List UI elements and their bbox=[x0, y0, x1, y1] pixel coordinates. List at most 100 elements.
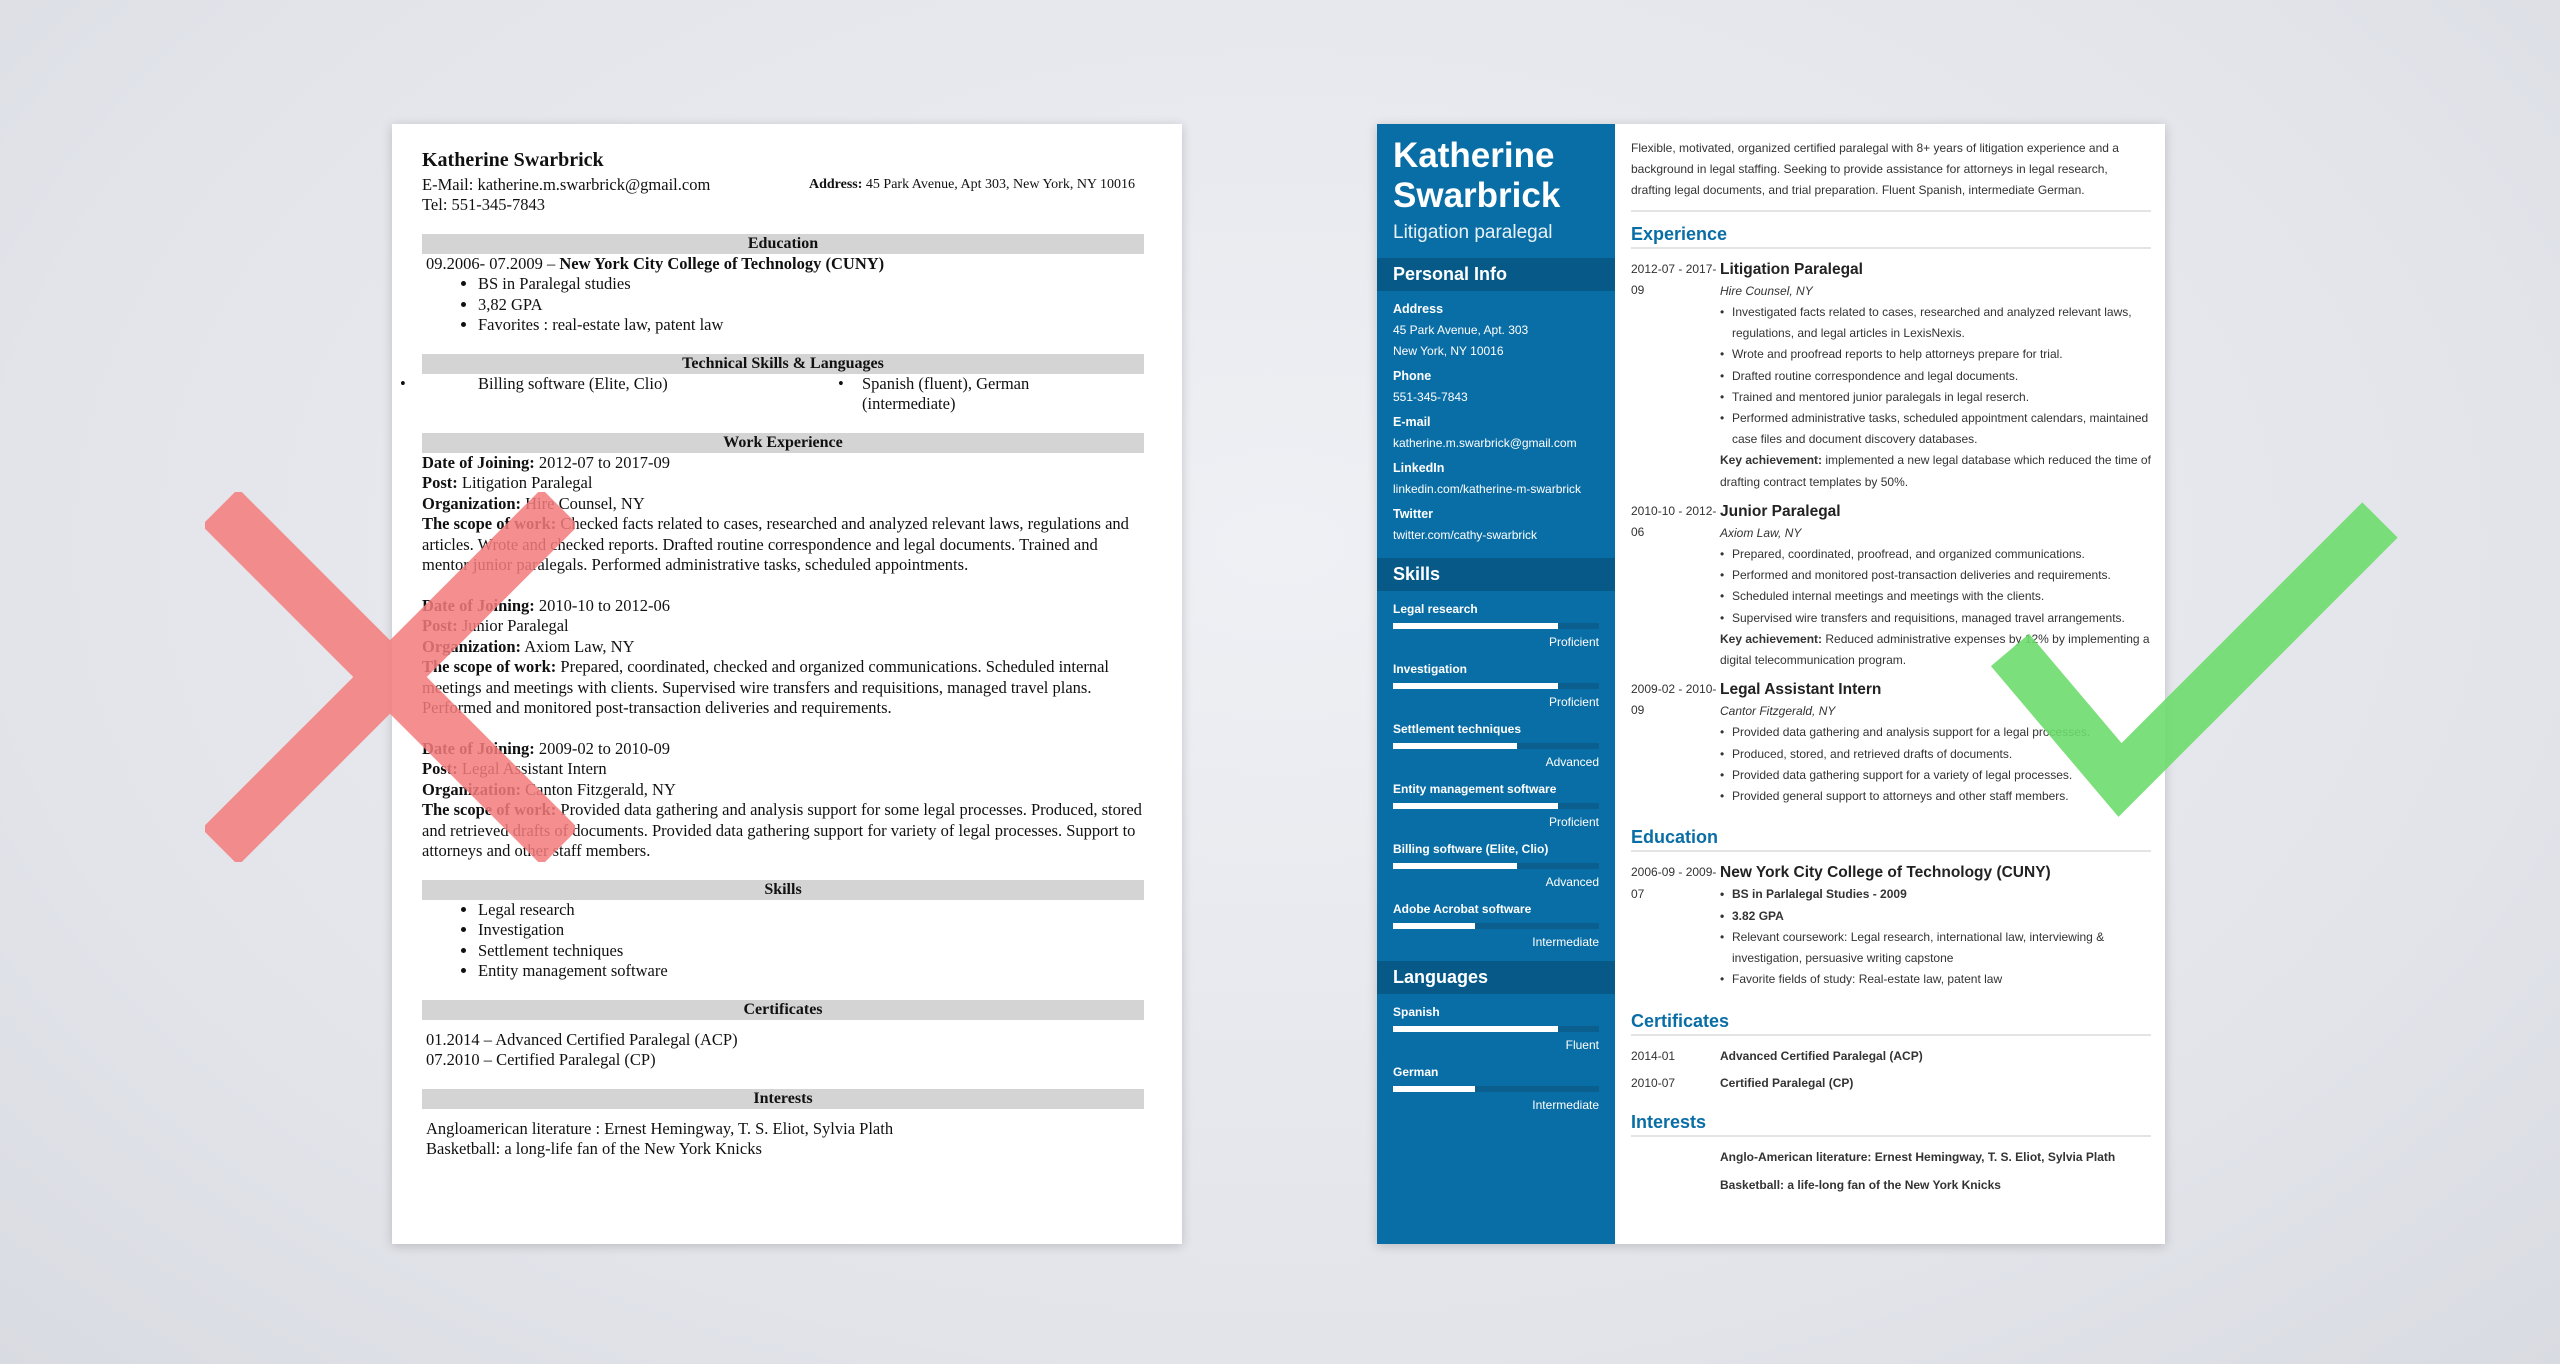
skill-item: Spanish Fluent bbox=[1377, 1002, 1615, 1054]
certificate-date: 2014-01 bbox=[1631, 1048, 1676, 1063]
bullet: Favorite fields of study: Real-estate la… bbox=[1720, 969, 2151, 990]
skill-item: Settlement techniques bbox=[478, 941, 1144, 962]
skill-bar-fill bbox=[1393, 623, 1558, 629]
bad-contact: E-Mail: katherine.m.swarbrick@gmail.com T… bbox=[422, 175, 1144, 216]
interest-item: Anglo-American literature: Ernest Heming… bbox=[1720, 1150, 2116, 1165]
job-org: Organization: Canton Fitzgerald, NY bbox=[422, 779, 676, 799]
bad-edu-dates: 09.2006- 07.2009 – bbox=[426, 253, 560, 273]
bullet: Performed administrative tasks, schedule… bbox=[1720, 408, 2151, 450]
interests-list: Anglo-American literature: Ernest Heming… bbox=[1631, 1147, 2151, 1195]
education-heading: Education bbox=[1631, 815, 2151, 853]
job-post: Post: Litigation Paralegal bbox=[422, 473, 593, 492]
job-date: Date of Joining: 2009-02 to 2010-09 bbox=[422, 738, 670, 758]
interest-row: Anglo-American literature: Ernest Heming… bbox=[1631, 1147, 2151, 1168]
entry-org: Hire Counsel, NY bbox=[1720, 283, 1813, 298]
certificate-row: 2010-07 Certified Paralegal (CP) bbox=[1631, 1073, 2151, 1094]
skill-bar bbox=[1393, 1026, 1599, 1032]
bullet: Supervised wire transfers and requisitio… bbox=[1720, 608, 2151, 629]
skill-item: Legal research bbox=[478, 900, 1144, 921]
skill-level: Intermediate bbox=[1532, 1098, 1599, 1112]
languages-list: Spanish Fluent German Intermediate bbox=[1377, 1002, 1615, 1114]
list-item: BS in Paralegal studies bbox=[478, 274, 1144, 295]
field-label: Date of Joining: bbox=[422, 738, 535, 758]
bullet: BS in Parlalegal Studies - 2009 bbox=[1720, 884, 2151, 905]
bad-address: 45 Park Avenue, Apt 303, New York, NY 10… bbox=[865, 176, 1136, 192]
interest-item: Basketball: a long-life fan of the New Y… bbox=[426, 1139, 762, 1158]
field-label: Organization: bbox=[422, 493, 521, 513]
job-org: Organization: Hire Counsel, NY bbox=[422, 493, 645, 513]
skill-item: Adobe Acrobat software Intermediate bbox=[1377, 899, 1615, 951]
skill-bar bbox=[1393, 683, 1599, 689]
bad-interests-heading: Interests bbox=[422, 1088, 1144, 1109]
bad-name: Katherine Swarbrick bbox=[422, 149, 604, 171]
bad-resume-example: Katherine Swarbrick E-Mail: katherine.m.… bbox=[392, 124, 1182, 1244]
job-org: Organization: Axiom Law, NY bbox=[422, 636, 635, 656]
spacer bbox=[1631, 1175, 1720, 1196]
bad-jobs: Date of Joining: 2012-07 to 2017-09 Post:… bbox=[422, 453, 1144, 862]
certificates-list: 2014-01 Advanced Certified Paralegal (ACP… bbox=[1631, 1046, 2151, 1094]
job-entry: Date of Joining: 2012-07 to 2017-09 Post:… bbox=[422, 453, 1144, 576]
skill-item: Investigation bbox=[478, 920, 1144, 941]
skill-bar-fill bbox=[1393, 863, 1517, 869]
bad-tel: Tel: 551-345-7843 bbox=[422, 195, 546, 214]
school: New York City College of Technology (CUN… bbox=[1720, 864, 2051, 882]
info-label: Address bbox=[1393, 302, 1444, 316]
skill-bar bbox=[1393, 863, 1599, 869]
personal-info: Address 45 Park Avenue, Apt. 303 New York,… bbox=[1377, 299, 1615, 546]
spacer bbox=[1631, 1147, 1720, 1168]
bad-tech-left: Billing software (Elite, Clio) bbox=[400, 374, 862, 415]
skill-bar-fill bbox=[1393, 803, 1558, 809]
bullet: Trained and mentored junior paralegals i… bbox=[1720, 387, 2151, 408]
field-label: Post: bbox=[422, 473, 458, 492]
entry-body: New York City College of Technology (CUN… bbox=[1720, 862, 2151, 990]
skill-level: Advanced bbox=[1545, 875, 1599, 889]
entry-title: Junior Paralegal bbox=[1720, 502, 1841, 520]
entry-dates: 2006-09 - 2009-07 bbox=[1631, 865, 1717, 901]
bullet: Prepared, coordinated, proofread, and or… bbox=[1720, 544, 2151, 565]
experience-entry: 2010-10 - 2012-06 Junior Paralegal Axiom L… bbox=[1631, 501, 2151, 671]
skill-item: Investigation Proficient bbox=[1377, 659, 1615, 711]
entry-body: Litigation Paralegal Hire Counsel, NY Inve… bbox=[1720, 259, 2151, 493]
main-column: Flexible, motivated, organized certified… bbox=[1615, 124, 2165, 1244]
bullet: Drafted routine correspondence and legal… bbox=[1720, 366, 2151, 387]
interest-item: Angloamerican literature : Ernest Heming… bbox=[426, 1118, 894, 1138]
job-title: Litigation paralegal bbox=[1393, 222, 1553, 243]
skill-bar-fill bbox=[1393, 1086, 1476, 1092]
job-post: Post: Junior Paralegal bbox=[422, 616, 569, 635]
field-label: Organization: bbox=[422, 779, 521, 799]
skill-bar bbox=[1393, 743, 1599, 749]
sidebar: Katherine Swarbrick Litigation paralegal … bbox=[1377, 124, 1615, 1244]
skill-level: Advanced bbox=[1545, 755, 1599, 769]
field-label: Date of Joining: bbox=[422, 452, 535, 472]
bad-certificates-list: 01.2014 – Advanced Certified Paralegal (… bbox=[422, 1020, 1144, 1071]
info-value: 551-345-7843 bbox=[1393, 390, 1468, 404]
languages-heading: Languages bbox=[1377, 961, 1615, 994]
skill-name: Investigation bbox=[1393, 662, 1468, 676]
bullet: Provided general support to attorneys an… bbox=[1720, 786, 2151, 807]
entry-bullets: Provided data gathering and analysis sup… bbox=[1720, 722, 2151, 807]
certificate-name: Certified Paralegal (CP) bbox=[1720, 1075, 1854, 1090]
key-label: Key achievement: bbox=[1720, 453, 1823, 468]
skill-level: Intermediate bbox=[1532, 935, 1599, 949]
education-entry: 2006-09 - 2009-07 New York City College o… bbox=[1631, 862, 2151, 990]
bullet: Performed and monitored post-transaction… bbox=[1720, 565, 2151, 586]
bullet: Provided data gathering support for a va… bbox=[1720, 765, 2151, 786]
skill-item: Settlement techniques Advanced bbox=[1377, 719, 1615, 771]
good-resume-example: Katherine Swarbrick Litigation paralegal … bbox=[1377, 124, 2165, 1244]
interest-item: Basketball: a life-long fan of the New Y… bbox=[1720, 1177, 2001, 1192]
bad-edu-school: New York City College of Technology (CUN… bbox=[559, 253, 885, 273]
job-entry: Date of Joining: 2010-10 to 2012-06 Post:… bbox=[422, 596, 1144, 719]
skill-name: German bbox=[1393, 1065, 1439, 1079]
skills-list: Legal research Proficient Investigation Pro… bbox=[1377, 599, 1615, 951]
bad-education-heading: Education bbox=[422, 233, 1144, 254]
bad-tech-heading: Technical Skills & Languages bbox=[422, 353, 1144, 374]
skill-item: German Intermediate bbox=[1377, 1062, 1615, 1114]
certificate-row: 2014-01 Advanced Certified Paralegal (ACP… bbox=[1631, 1046, 2151, 1067]
skill-level: Proficient bbox=[1548, 815, 1599, 829]
job-scope: The scope of work: Provided data gatheri… bbox=[422, 800, 1142, 860]
bullet: Wrote and proofread reports to help atto… bbox=[1720, 344, 2151, 365]
info-label: Twitter bbox=[1393, 507, 1434, 521]
certificate-item: 07.2010 – Certified Paralegal (CP) bbox=[426, 1050, 656, 1069]
entry-body: Junior Paralegal Axiom Law, NY Prepared, c… bbox=[1720, 501, 2151, 671]
info-value: twitter.com/cathy-swarbrick bbox=[1393, 528, 1538, 542]
